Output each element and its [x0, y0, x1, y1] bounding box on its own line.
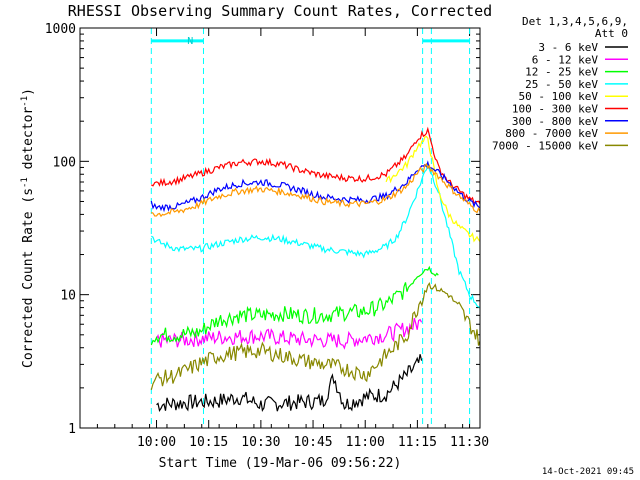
series-line-5 — [150, 126, 481, 205]
legend-label: 800 - 7000 keV — [505, 127, 598, 140]
legend-label: 12 - 25 keV — [525, 66, 598, 79]
legend-label: 7000 - 15000 keV — [492, 139, 598, 152]
series-line-7 — [151, 163, 481, 218]
x-axis-label: Start Time (19-Mar-06 09:56:22) — [159, 456, 402, 471]
chart-title: RHESSI Observing Summary Count Rates, Co… — [68, 2, 492, 20]
x-tick-label: 11:30 — [450, 435, 489, 450]
y-axis-label-part-3: ) — [21, 88, 36, 96]
y-tick-label: 10 — [60, 289, 76, 304]
y-tick-label: 100 — [53, 155, 76, 170]
legend-label: 300 - 800 keV — [512, 115, 598, 128]
legend-label: 6 - 12 keV — [532, 53, 599, 66]
series-line-0 — [156, 354, 423, 412]
legend-label: 25 - 50 keV — [525, 78, 598, 91]
legend-header-line-1: Det 1,3,4,5,6,9, — [522, 15, 628, 28]
y-tick-label: 1 — [68, 422, 76, 437]
x-tick-label: 10:00 — [137, 435, 176, 450]
legend-label: 3 - 6 keV — [538, 41, 598, 54]
y-axis-label-sup-2: -1 — [20, 96, 30, 107]
y-tick-label: 1000 — [45, 22, 76, 37]
y-axis-label-part-1: Corrected Count Rate (s — [21, 188, 36, 368]
series-line-8 — [150, 281, 481, 391]
x-tick-label: 10:45 — [293, 435, 332, 450]
legend-label: 50 - 100 keV — [519, 90, 599, 103]
x-tick-label: 10:15 — [189, 435, 228, 450]
x-tick-label: 10:30 — [241, 435, 280, 450]
x-tick-label: 11:15 — [398, 435, 437, 450]
legend-header-line-2: Att 0 — [595, 27, 628, 40]
footer-timestamp: 14-Oct-2021 09:45 — [542, 467, 634, 477]
x-tick-label: 11:00 — [346, 435, 385, 450]
plot-frame — [79, 27, 481, 429]
annotation-label: N — [187, 36, 193, 47]
series-line-1 — [155, 317, 423, 350]
series-line-3 — [150, 164, 481, 309]
y-axis-label-sup-1: -1 — [20, 177, 30, 188]
series-line-4 — [385, 135, 481, 243]
series-line-2 — [150, 265, 439, 346]
y-axis-label: Corrected Count Rate (s-1 detector-1) — [20, 88, 36, 368]
y-axis-label-part-2: detector — [21, 107, 36, 178]
legend-label: 100 - 300 keV — [512, 103, 598, 116]
